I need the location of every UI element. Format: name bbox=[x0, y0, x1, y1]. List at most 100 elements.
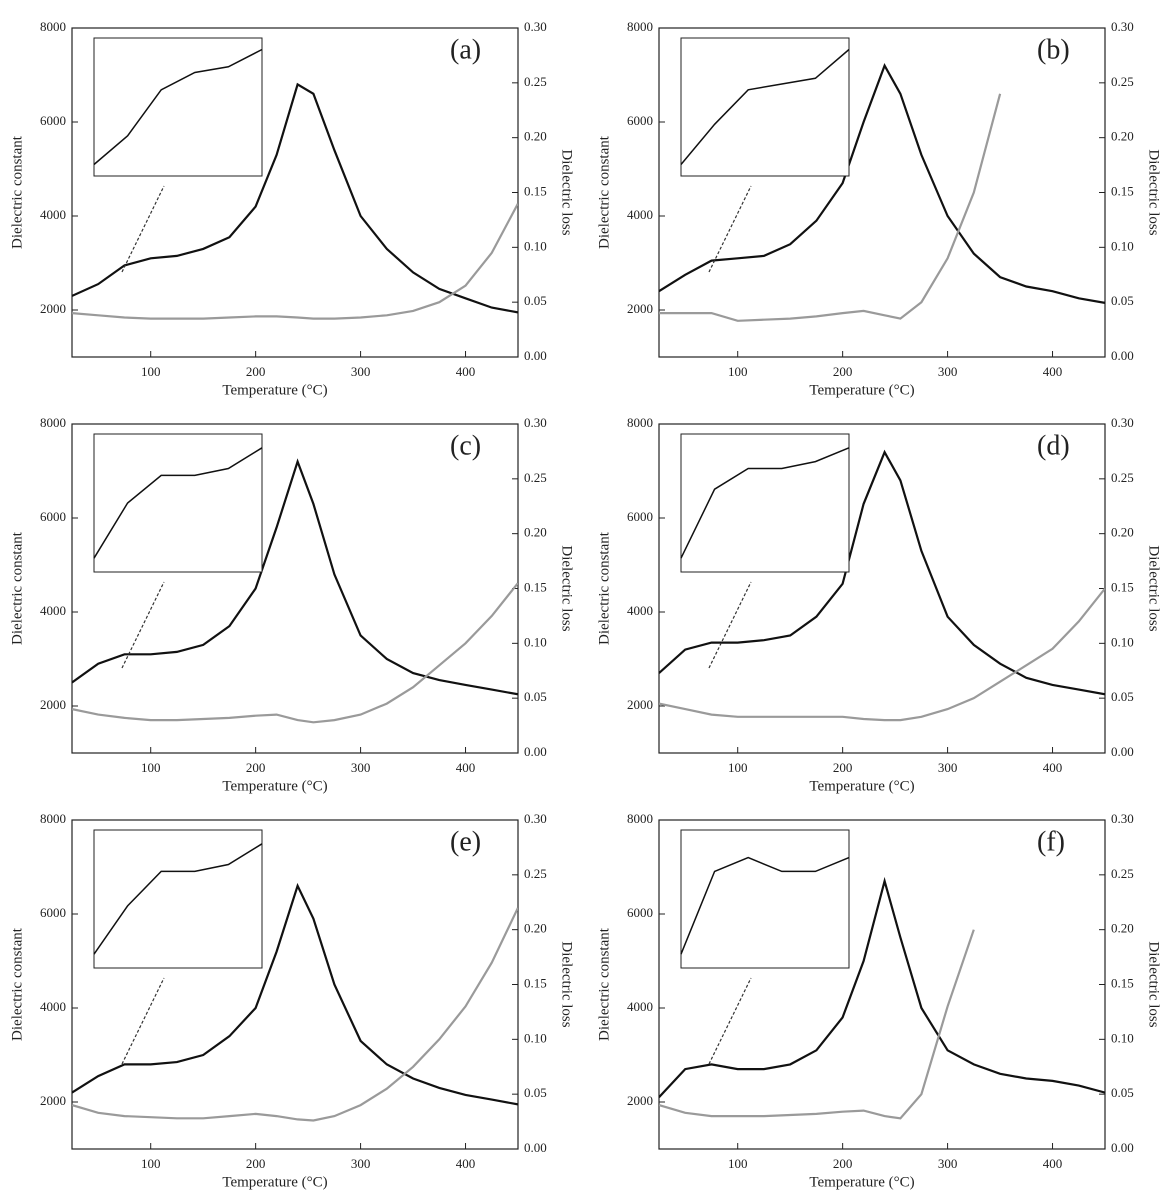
panel: 100 200 300 400 2000 4000 6000 8000 0.00 0.05 0.10… bbox=[596, 811, 1161, 1190]
panel: 100 200 300 400 2000 4000 6000 8000 0.00 0.05 0.10… bbox=[596, 415, 1161, 794]
x-tick-label: 200 bbox=[246, 1156, 266, 1171]
x-tick-label: 400 bbox=[456, 364, 476, 379]
y-tick-label: 4000 bbox=[627, 207, 653, 222]
y2-tick-label: 0.25 bbox=[524, 470, 547, 485]
y-axis-label: Dielectric constant bbox=[596, 927, 612, 1041]
inset-arrow bbox=[708, 581, 752, 669]
y2-tick-label: 0.05 bbox=[524, 689, 547, 704]
y-tick-label: 6000 bbox=[40, 509, 66, 524]
y2-tick-label: 0.20 bbox=[1111, 525, 1134, 540]
x-tick-label: 300 bbox=[938, 760, 958, 775]
panel: 100 200 300 400 2000 4000 6000 8000 0.00 0.05 0.10… bbox=[9, 19, 574, 398]
x-tick-label: 400 bbox=[1043, 1156, 1063, 1171]
x-tick-label: 400 bbox=[456, 760, 476, 775]
y2-tick-label: 0.00 bbox=[524, 744, 547, 759]
series-line bbox=[659, 876, 1105, 1099]
inset-frame bbox=[680, 829, 850, 969]
y2-tick-label: 0.10 bbox=[524, 634, 547, 649]
panel: 100 200 300 400 2000 4000 6000 8000 0.00 0.05 0.10… bbox=[9, 415, 574, 794]
x-tick-label: 100 bbox=[141, 760, 161, 775]
y-axis-label: Dielectric constant bbox=[9, 927, 25, 1041]
y2-tick-label: 0.30 bbox=[524, 19, 547, 34]
y-tick-label: 2000 bbox=[627, 301, 653, 316]
x-tick-label: 100 bbox=[141, 364, 161, 379]
y-tick-label: 8000 bbox=[40, 415, 66, 430]
series-line bbox=[72, 882, 518, 1106]
y2-tick-label: 0.10 bbox=[1111, 238, 1134, 253]
x-tick-label: 400 bbox=[456, 1156, 476, 1171]
x-axis-label: Temperature (°C) bbox=[222, 778, 327, 794]
y-tick-label: 4000 bbox=[627, 999, 653, 1014]
y2-tick-label: 0.20 bbox=[1111, 921, 1134, 936]
y-tick-label: 8000 bbox=[627, 19, 653, 34]
series-line bbox=[72, 907, 518, 1122]
panel-label: (c) bbox=[450, 430, 481, 461]
y2-tick-label: 0.10 bbox=[1111, 634, 1134, 649]
y-tick-label: 6000 bbox=[40, 113, 66, 128]
y-tick-label: 6000 bbox=[627, 113, 653, 128]
y2-tick-label: 0.20 bbox=[524, 525, 547, 540]
y2-tick-label: 0.05 bbox=[524, 293, 547, 308]
y2-axis-label: Dielectric loss bbox=[559, 149, 575, 235]
y-tick-label: 2000 bbox=[40, 301, 66, 316]
y2-tick-label: 0.00 bbox=[1111, 348, 1134, 363]
x-tick-label: 300 bbox=[938, 1156, 958, 1171]
y-tick-label: 4000 bbox=[40, 603, 66, 618]
panel-label: (d) bbox=[1037, 430, 1070, 461]
y2-axis-label: Dielectric loss bbox=[1146, 941, 1162, 1027]
y2-tick-label: 0.25 bbox=[524, 74, 547, 89]
x-tick-label: 200 bbox=[833, 1156, 853, 1171]
y2-tick-label: 0.05 bbox=[1111, 1085, 1134, 1100]
x-tick-label: 300 bbox=[351, 1156, 371, 1171]
y-tick-label: 8000 bbox=[627, 415, 653, 430]
inset-frame bbox=[680, 433, 850, 573]
y2-axis-label: Dielectric loss bbox=[559, 941, 575, 1027]
y2-tick-label: 0.25 bbox=[1111, 470, 1134, 485]
x-tick-label: 200 bbox=[246, 760, 266, 775]
y-tick-label: 6000 bbox=[627, 509, 653, 524]
y2-tick-label: 0.00 bbox=[524, 348, 547, 363]
y2-tick-label: 0.00 bbox=[1111, 744, 1134, 759]
inset-arrow bbox=[121, 185, 165, 273]
inset-arrow bbox=[708, 185, 752, 273]
y-tick-label: 8000 bbox=[40, 811, 66, 826]
series-line bbox=[659, 929, 975, 1120]
y2-tick-label: 0.05 bbox=[1111, 293, 1134, 308]
y2-tick-label: 0.05 bbox=[1111, 689, 1134, 704]
series-line bbox=[72, 458, 518, 696]
y2-tick-label: 0.00 bbox=[1111, 1140, 1134, 1155]
x-axis-label: Temperature (°C) bbox=[222, 382, 327, 398]
panel-label: (b) bbox=[1037, 34, 1070, 65]
y2-tick-label: 0.20 bbox=[1111, 129, 1134, 144]
y2-tick-label: 0.10 bbox=[524, 1030, 547, 1045]
y2-axis-label: Dielectric loss bbox=[1146, 545, 1162, 631]
inset-line bbox=[680, 48, 850, 165]
panel: 100 200 300 400 2000 4000 6000 8000 0.00 0.05 0.10… bbox=[596, 19, 1161, 398]
y2-tick-label: 0.25 bbox=[1111, 74, 1134, 89]
inset-line bbox=[680, 856, 850, 955]
y2-tick-label: 0.30 bbox=[1111, 415, 1134, 430]
y2-tick-label: 0.15 bbox=[1111, 183, 1134, 198]
y2-tick-label: 0.15 bbox=[1111, 579, 1134, 594]
y2-axis-label: Dielectric loss bbox=[1146, 149, 1162, 235]
y2-tick-label: 0.00 bbox=[524, 1140, 547, 1155]
x-axis-label: Temperature (°C) bbox=[809, 382, 914, 398]
y2-tick-label: 0.30 bbox=[1111, 811, 1134, 826]
y2-tick-label: 0.15 bbox=[1111, 975, 1134, 990]
series-line bbox=[659, 449, 1105, 696]
y-axis-label: Dielectric constant bbox=[9, 531, 25, 645]
series-line bbox=[72, 82, 518, 314]
y-tick-label: 2000 bbox=[40, 697, 66, 712]
inset-arrow bbox=[708, 977, 752, 1065]
y2-tick-label: 0.30 bbox=[1111, 19, 1134, 34]
x-tick-label: 300 bbox=[351, 364, 371, 379]
x-tick-label: 300 bbox=[351, 760, 371, 775]
inset-arrow bbox=[121, 581, 165, 669]
x-tick-label: 200 bbox=[833, 364, 853, 379]
series-line bbox=[659, 93, 1002, 322]
x-tick-label: 300 bbox=[938, 364, 958, 379]
x-axis-label: Temperature (°C) bbox=[222, 1174, 327, 1190]
x-axis-label: Temperature (°C) bbox=[809, 778, 914, 794]
x-tick-label: 200 bbox=[833, 760, 853, 775]
